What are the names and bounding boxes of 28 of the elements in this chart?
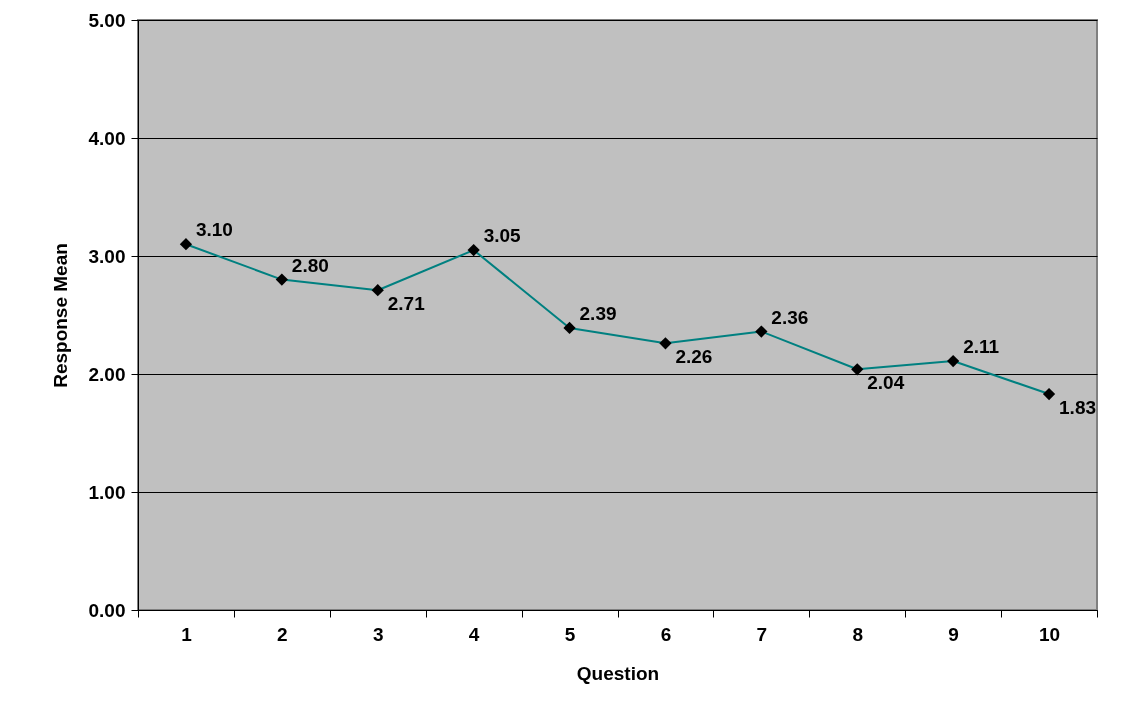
x-tick-label: 10 xyxy=(1038,623,1061,645)
data-label: 2.36 xyxy=(771,306,809,328)
data-label: 2.80 xyxy=(291,254,329,276)
x-tick-label: 8 xyxy=(852,623,864,645)
y-tick-label: 5.00 xyxy=(88,9,126,31)
data-label: 2.26 xyxy=(675,346,713,368)
data-label: 2.39 xyxy=(579,302,617,324)
x-tick-label: 4 xyxy=(468,623,480,645)
x-tick-label: 9 xyxy=(948,623,959,645)
x-tick-label: 1 xyxy=(181,623,193,645)
data-label: 2.11 xyxy=(963,336,1000,358)
data-label: 2.04 xyxy=(867,372,905,394)
data-label: 2.71 xyxy=(387,293,426,315)
y-tick-label: 2.00 xyxy=(88,363,126,385)
y-tick-label: 1.00 xyxy=(88,481,126,503)
y-tick-label: 4.00 xyxy=(88,127,126,149)
y-tick-label: 3.00 xyxy=(88,245,126,267)
x-tick-label: 7 xyxy=(756,623,768,645)
data-label: 1.83 xyxy=(1059,397,1097,419)
data-label: 3.10 xyxy=(195,219,233,241)
y-axis-title: Response Mean xyxy=(49,243,71,388)
x-tick-label: 5 xyxy=(564,623,576,645)
y-tick-label: 0.00 xyxy=(88,599,126,621)
x-tick-label: 2 xyxy=(277,623,288,645)
x-tick-label: 6 xyxy=(660,623,672,645)
x-tick-label: 3 xyxy=(372,623,384,645)
x-axis-title: Question xyxy=(576,662,660,684)
data-label: 3.05 xyxy=(483,225,522,247)
